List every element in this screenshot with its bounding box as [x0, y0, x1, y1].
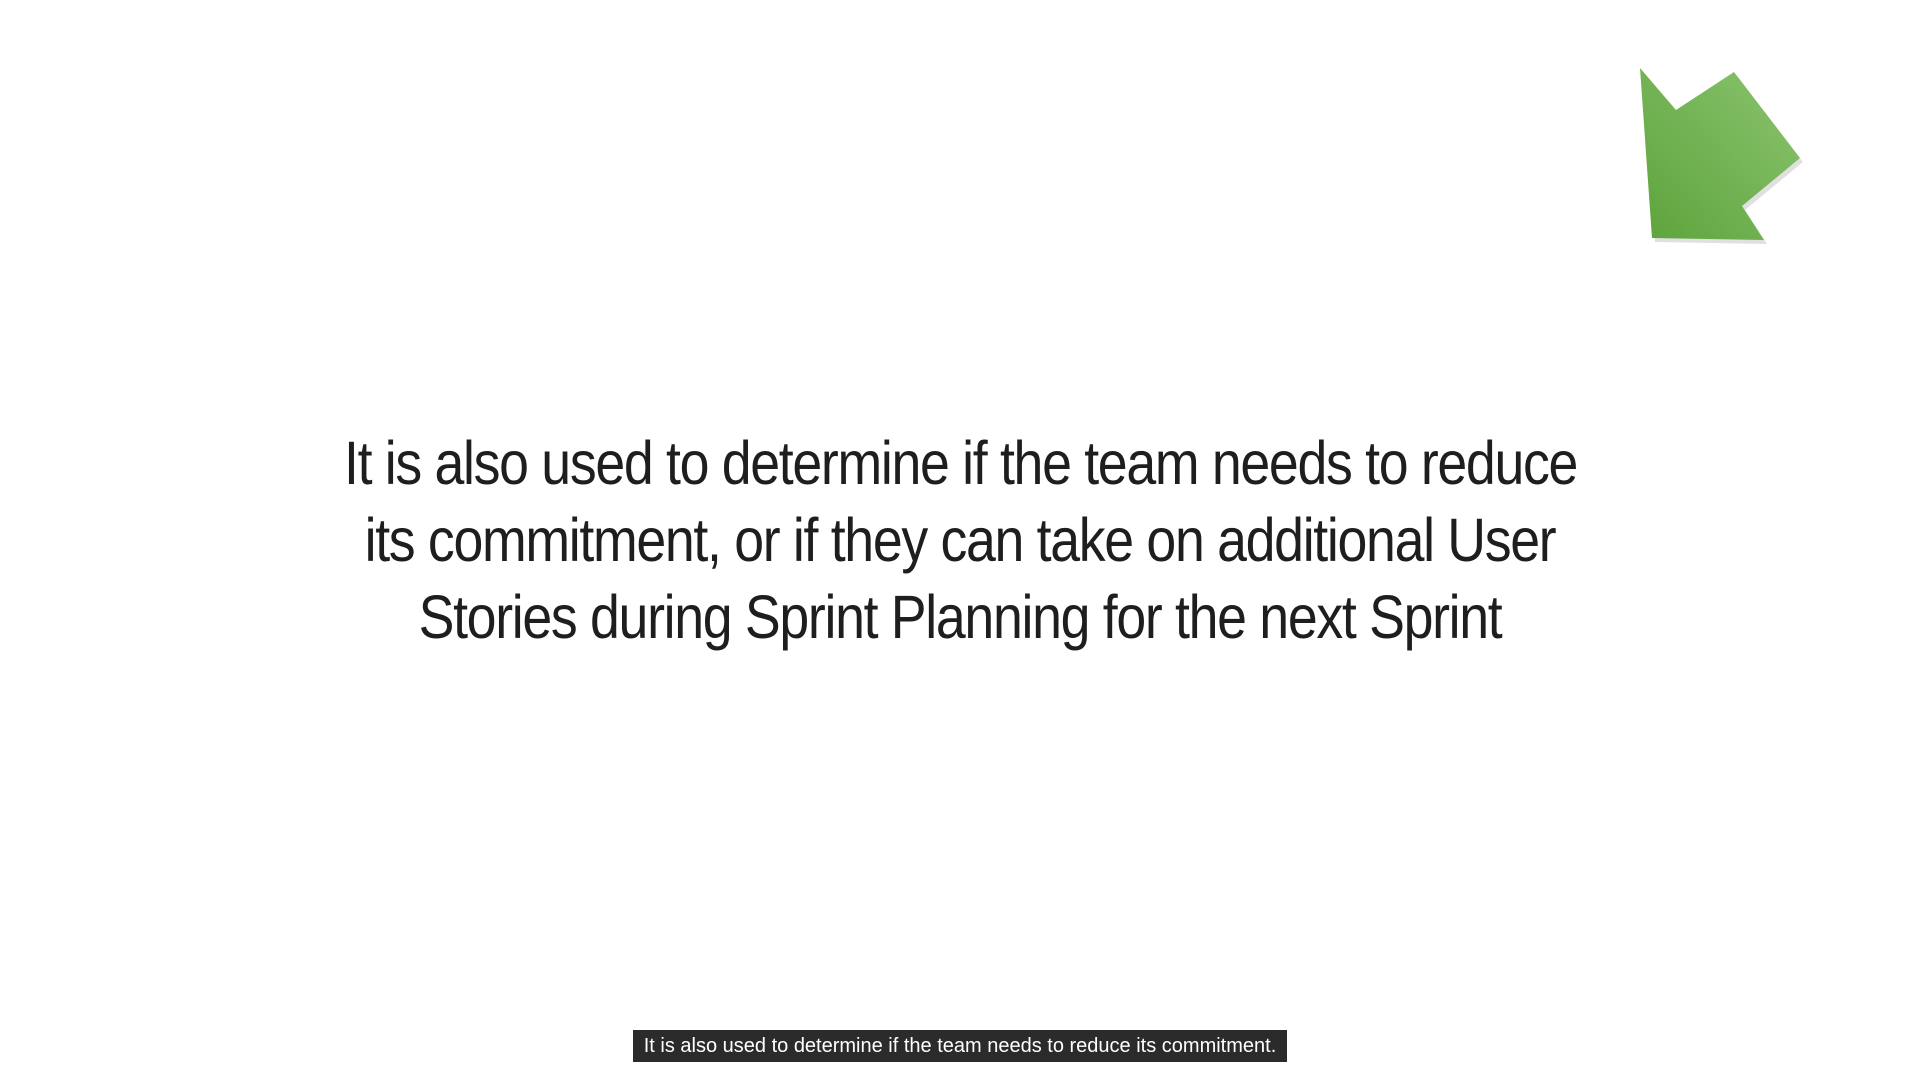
- slide-text-line-3: Stories during Sprint Planning for the n…: [418, 583, 1503, 651]
- caption-text: It is also used to determine if the team…: [632, 1030, 1288, 1062]
- slide-text-line-1: It is also used to determine if the team…: [344, 429, 1578, 497]
- slide-text-line-2: its commitment, or if they can take on a…: [364, 506, 1557, 574]
- green-arrow-icon: [1640, 68, 1803, 244]
- caption-bar: It is also used to determine if the team…: [0, 1030, 1920, 1062]
- slide-text: It is also used to determine if the team…: [344, 425, 1578, 656]
